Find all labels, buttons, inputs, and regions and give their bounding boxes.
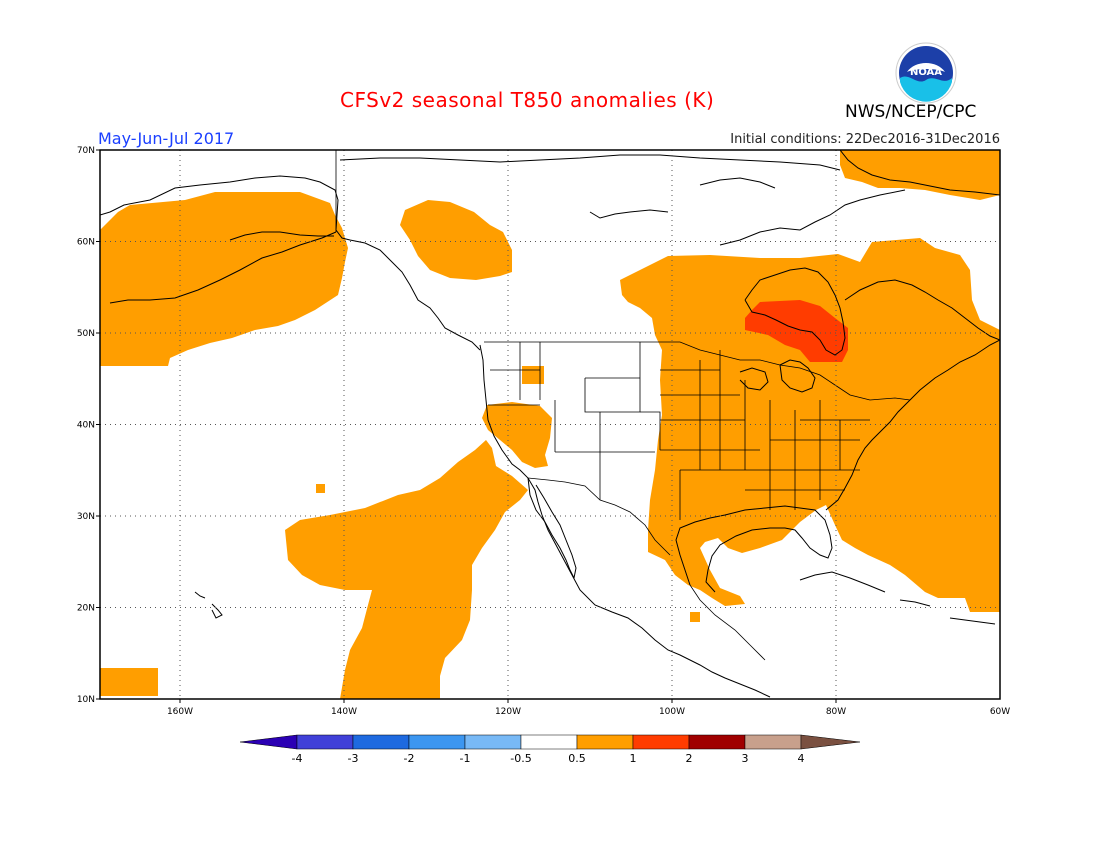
lon-tick-label: 120W [495, 707, 521, 717]
longitude-axis: 160W 140W 120W 100W 80W 60W [167, 699, 1010, 717]
lat-tick-label: 70N [77, 146, 95, 156]
forecast-period: May-Jun-Jul 2017 [98, 129, 235, 148]
agency-label: NWS/NCEP/CPC [845, 102, 977, 122]
anomaly-patch-dot [316, 484, 325, 493]
noaa-logo: NOAA [895, 42, 957, 104]
lon-tick-label: 80W [826, 707, 846, 717]
chart-title: CFSv2 seasonal T850 anomalies (K) [340, 88, 715, 112]
lat-tick-label: 10N [77, 695, 95, 705]
colorbar-swatch [688, 734, 746, 750]
colorbar: -4 -3 -2 -1 -0.5 0.5 1 2 3 4 [239, 734, 861, 765]
anomaly-region-east-pacific [285, 440, 528, 699]
anomaly-patch-yucatan [690, 612, 700, 622]
lat-tick-label: 30N [77, 512, 95, 522]
colorbar-low-arrow [239, 734, 298, 750]
colorbar-swatch [576, 734, 634, 750]
anomaly-region-hudson-bay [745, 300, 848, 362]
colorbar-swatch [632, 734, 690, 750]
colorbar-swatch [464, 734, 522, 750]
map-plot-area [100, 150, 1000, 699]
colorbar-swatch [352, 734, 410, 750]
anomaly-region-gulf-of-alaska [400, 200, 512, 280]
colorbar-high-arrow [800, 734, 861, 750]
colorbar-label: -1 [460, 752, 471, 765]
political-boundaries [335, 150, 911, 661]
anomaly-region-great-basin [482, 402, 552, 468]
anomaly-region-alaska [100, 192, 348, 366]
colorbar-label: 0.5 [568, 752, 586, 765]
lon-tick-label: 140W [331, 707, 357, 717]
colorbar-label: -0.5 [510, 752, 531, 765]
initial-conditions: Initial conditions: 22Dec2016-31Dec2016 [730, 132, 1000, 147]
colorbar-label: -3 [348, 752, 359, 765]
lat-tick-label: 40N [77, 421, 95, 431]
colorbar-swatch [296, 734, 354, 750]
logo-text: NOAA [910, 67, 942, 78]
colorbar-label: 3 [742, 752, 749, 765]
lat-tick-label: 20N [77, 604, 95, 614]
colorbar-swatch [408, 734, 466, 750]
lon-tick-label: 60W [990, 707, 1010, 717]
anomaly-patch-idaho [522, 366, 544, 384]
lat-tick-label: 60N [77, 238, 95, 248]
colorbar-label: -2 [404, 752, 415, 765]
lon-tick-label: 160W [167, 707, 193, 717]
anomaly-region-greenland [840, 150, 1000, 200]
coastlines [100, 150, 1000, 698]
latitude-axis: 70N 60N 50N 40N 30N 20N 10N [77, 146, 100, 705]
colorbar-label: 2 [686, 752, 693, 765]
colorbar-label: 4 [798, 752, 805, 765]
lon-tick-label: 100W [659, 707, 685, 717]
colorbar-swatch [744, 734, 802, 750]
lat-tick-label: 50N [77, 329, 95, 339]
anomaly-patch-southwest [100, 668, 158, 696]
graticule [100, 150, 1000, 699]
colorbar-label: 1 [630, 752, 637, 765]
colorbar-swatch [520, 734, 578, 750]
colorbar-label: -4 [292, 752, 303, 765]
